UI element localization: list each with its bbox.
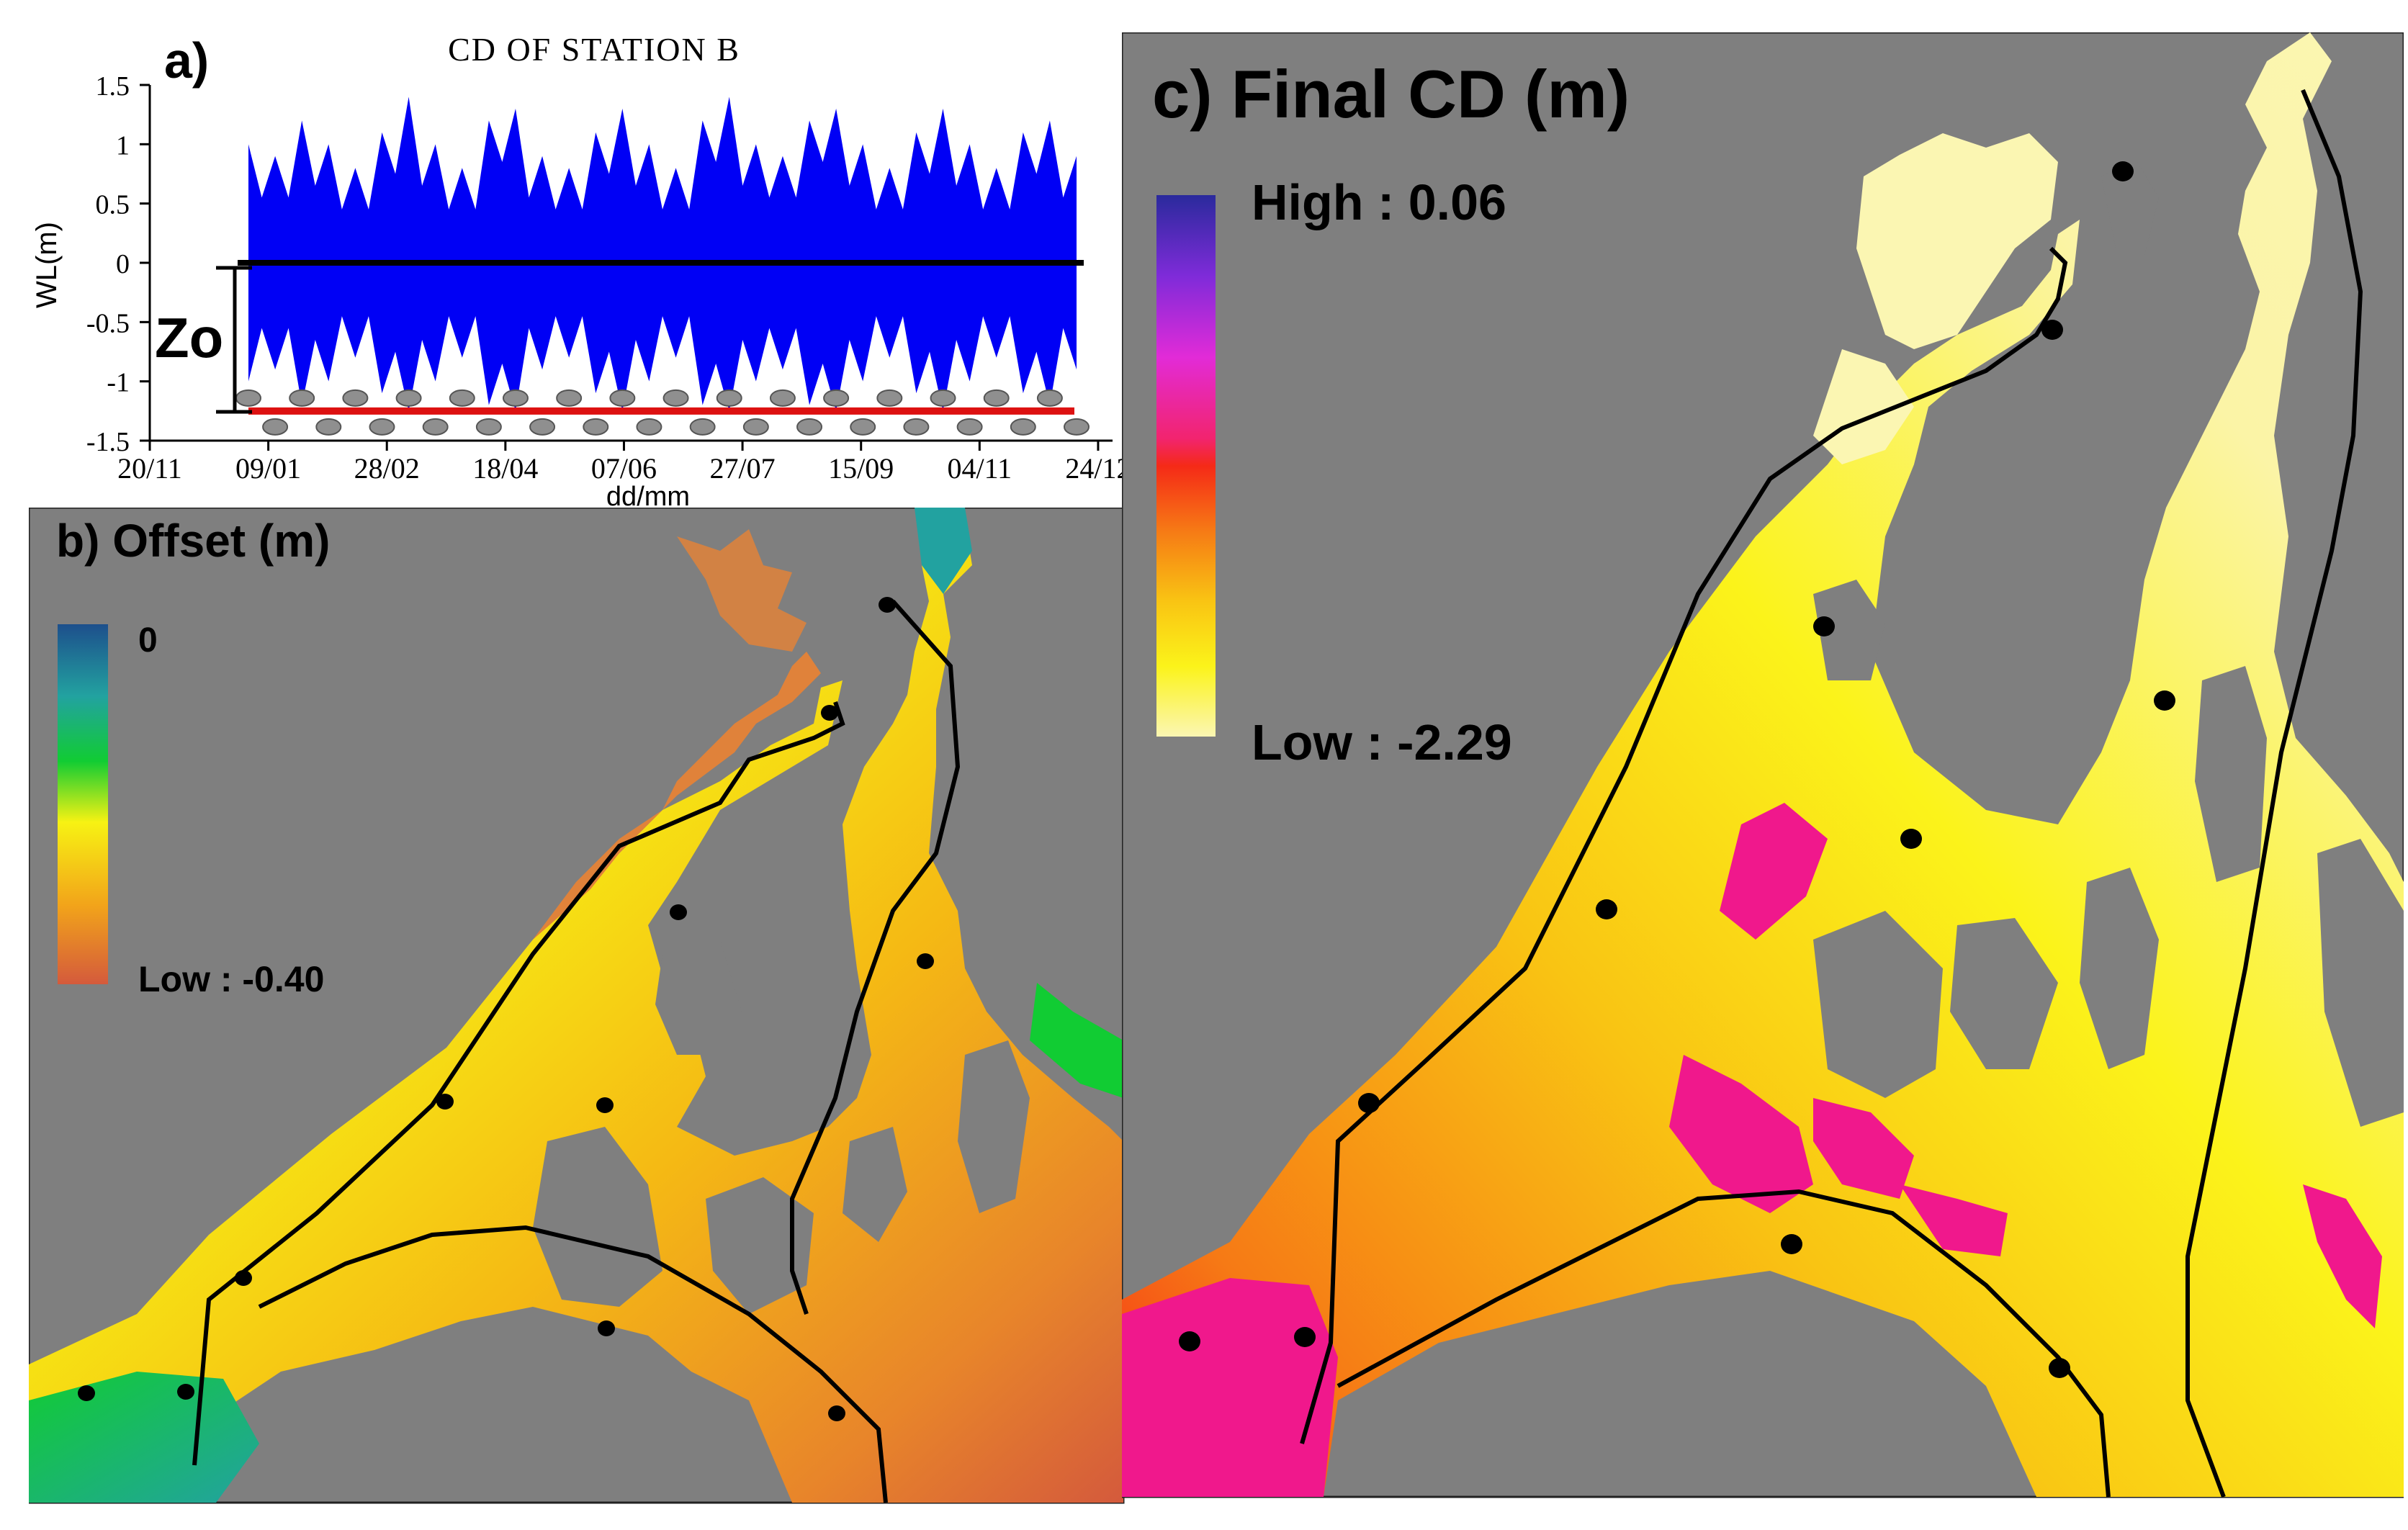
- low-water-marker: [289, 389, 315, 407]
- x-tick-label: 28/02: [354, 452, 420, 485]
- low-water-marker: [689, 418, 716, 436]
- low-water-marker: [1036, 389, 1063, 407]
- low-water-marker: [742, 418, 769, 436]
- final-cd-colorbar-bottom-label: Low : -2.29: [1252, 714, 1512, 770]
- low-water-marker: [930, 389, 956, 407]
- islands: [533, 940, 1030, 1314]
- low-water-marker: [342, 389, 369, 407]
- low-water-marker: [315, 418, 342, 436]
- x-tick-label: 27/07: [710, 452, 776, 485]
- y-tick-label: 1.5: [96, 71, 130, 102]
- low-water-marker: [983, 389, 1010, 407]
- panel-frame: [1122, 32, 2404, 1498]
- low-water-marker: [956, 418, 983, 436]
- navigation-channel-lines: [1300, 89, 2363, 1498]
- offset-map-panel: b) Offset (m) 0 Low : -0.40: [29, 508, 1125, 1504]
- low-water-marker: [823, 389, 850, 407]
- low-water-marker: [449, 389, 475, 407]
- panel-b-title: b) Offset (m): [56, 515, 330, 567]
- offset-colorbar: [58, 624, 108, 984]
- station-markers: [78, 597, 934, 1421]
- low-water-marker: [556, 389, 583, 407]
- low-water-marker: [876, 389, 903, 407]
- x-tick-label: 09/01: [235, 452, 301, 485]
- x-tick-label: 04/11: [948, 452, 1012, 485]
- low-water-marker: [716, 389, 742, 407]
- panel-c-title: c) Final CD (m): [1152, 56, 1630, 132]
- low-water-marker: [529, 418, 556, 436]
- offset-colorbar-top-label: 0: [138, 621, 158, 660]
- low-water-marker: [502, 389, 529, 407]
- low-water-marker: [369, 418, 395, 436]
- low-water-marker: [796, 418, 823, 436]
- y-tick-label: 0: [116, 249, 130, 279]
- panel-a-label: a): [164, 32, 209, 89]
- water-level-envelope: [248, 96, 1077, 411]
- y-tick-label: -1.5: [86, 427, 130, 457]
- y-tick-label: 0.5: [96, 190, 130, 220]
- low-water-marker: [636, 418, 662, 436]
- navigation-channel-lines: [192, 600, 961, 1503]
- low-water-marker: [850, 418, 876, 436]
- y-tick-label: -1: [107, 368, 130, 398]
- low-water-marker: [422, 418, 449, 436]
- low-water-marker: [769, 389, 796, 407]
- station-markers: [1179, 161, 2175, 1378]
- tide-chart-panel: a) CD OF STATION B WL(m) dd/mm 1.5 1 0.5 0 -…: [31, 31, 1123, 511]
- low-water-marker: [262, 418, 289, 436]
- x-tick-label: 07/06: [591, 452, 657, 485]
- x-axis-label: dd/mm: [606, 482, 690, 511]
- low-water-marker: [583, 418, 609, 436]
- x-tick-label: 18/04: [472, 452, 538, 485]
- final-cd-colorbar-top-label: High : 0.06: [1252, 174, 1506, 230]
- low-water-marker: [475, 418, 502, 436]
- final-cd-map-panel: c) Final CD (m) High : 0.06 Low : -2.29: [1122, 32, 2404, 1498]
- low-water-marker: [235, 389, 261, 407]
- zo-annotation: Zo: [155, 306, 223, 369]
- x-tick-label: 15/09: [828, 452, 894, 485]
- low-water-marker: [395, 389, 422, 407]
- zo-bracket: [216, 266, 252, 414]
- offset-colorbar-bottom-label: Low : -0.40: [138, 959, 324, 999]
- y-axis-label: WL(m): [31, 222, 63, 308]
- low-water-marker: [1010, 418, 1036, 436]
- islands: [1813, 162, 2404, 1127]
- x-tick-label: 20/11: [117, 452, 182, 485]
- low-water-marker: [903, 418, 930, 436]
- final-cd-colorbar: [1156, 195, 1216, 737]
- y-tick-label: -0.5: [86, 308, 130, 338]
- y-tick-label: 1: [116, 130, 130, 161]
- low-water-marker: [609, 389, 636, 407]
- x-tick-label: 24/12: [1065, 452, 1123, 485]
- low-water-marker: [662, 389, 689, 407]
- low-water-marker: [1064, 418, 1090, 436]
- estuary-water: [1122, 32, 2404, 1497]
- chart-title: CD OF STATION B: [448, 31, 740, 68]
